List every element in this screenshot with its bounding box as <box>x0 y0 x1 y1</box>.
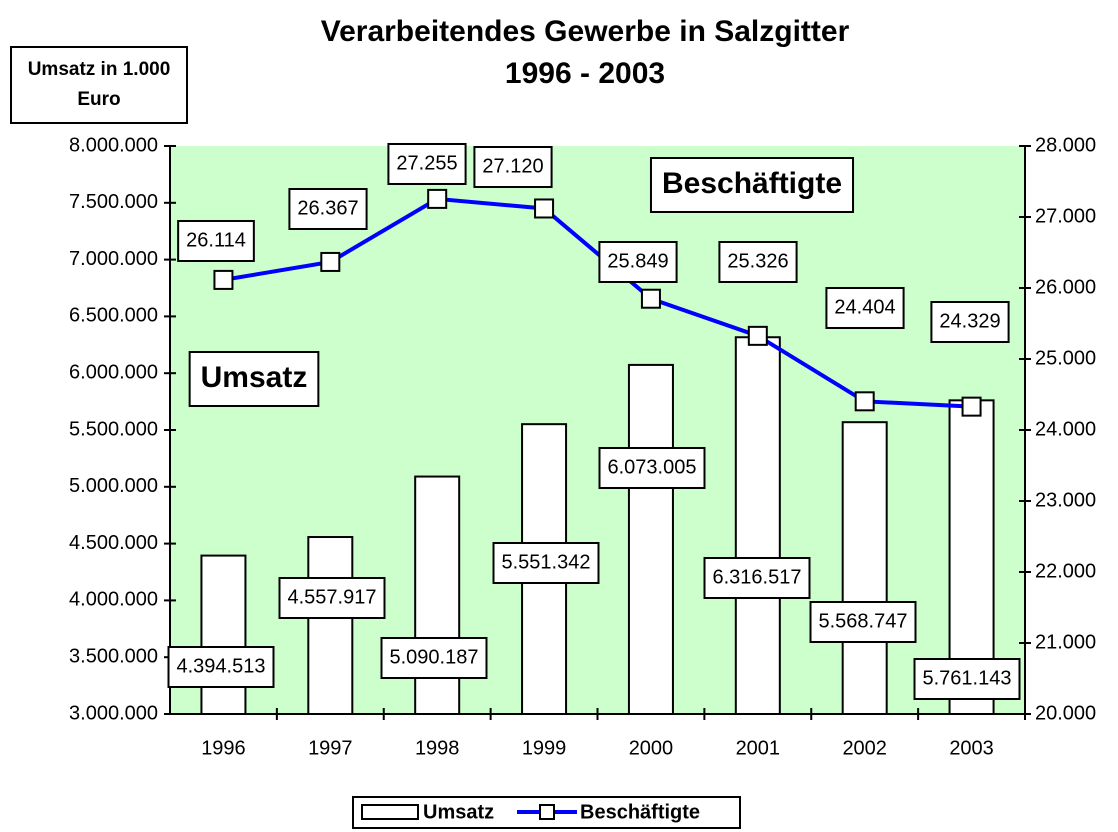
y-tick-label: 4.000.000 <box>69 589 158 611</box>
legend-swatch <box>361 804 419 820</box>
data-label: 27.120 <box>482 155 543 177</box>
bar <box>627 363 674 715</box>
data-label: 4.394.513 <box>177 655 266 677</box>
chart-subtitle: 1996 - 2003 <box>505 57 665 90</box>
data-label-box <box>825 287 905 329</box>
data-label-box <box>288 188 368 230</box>
bar <box>841 421 888 715</box>
marker <box>320 251 341 272</box>
x-tick-label: 1999 <box>522 737 567 759</box>
legend-swatch <box>539 804 555 820</box>
x-tick-label: 2001 <box>736 737 781 759</box>
y-tick-label: 8.000.000 <box>69 134 158 156</box>
data-label: 5.568.747 <box>819 610 908 632</box>
legend-label: Umsatz <box>423 801 494 823</box>
data-label: 26.114 <box>186 229 246 251</box>
x-tick-label: 2003 <box>949 737 994 759</box>
data-label: 24.329 <box>939 310 1000 332</box>
y2-tick-label: 25.000 <box>1035 347 1096 369</box>
y2-tick-label: 23.000 <box>1035 489 1096 511</box>
y2-tick-label: 22.000 <box>1035 560 1096 582</box>
data-label-box <box>598 241 678 283</box>
data-label: 27.255 <box>396 152 457 174</box>
data-label-box <box>473 146 553 188</box>
data-label-box <box>177 220 255 262</box>
chart-title: Verarbeitendes Gewerbe in Salzgitter <box>321 15 850 48</box>
y2-tick-label: 24.000 <box>1035 418 1096 440</box>
marker <box>640 288 661 309</box>
y-tick-label: 5.000.000 <box>69 475 158 497</box>
data-label-box <box>930 301 1010 343</box>
y2-tick-label: 26.000 <box>1035 276 1096 298</box>
data-label: 6.316.517 <box>713 566 802 588</box>
x-tick-label: 1997 <box>308 737 353 759</box>
y-tick-label: 3.000.000 <box>69 702 158 724</box>
y-tick-label: 3.500.000 <box>69 645 158 667</box>
marker <box>961 396 982 417</box>
y-tick-label: 7.500.000 <box>69 191 158 213</box>
annotation-box <box>649 157 855 213</box>
data-label: 6.073.005 <box>608 456 697 478</box>
data-label-box <box>278 577 386 619</box>
y2-tick-label: 28.000 <box>1035 134 1096 156</box>
y-tick-label: 6.000.000 <box>69 361 158 383</box>
y-tick-label: 5.500.000 <box>69 418 158 440</box>
data-label: 4.557.917 <box>288 586 377 608</box>
x-tick-label: 1996 <box>201 737 246 759</box>
y-axis-label: Umsatz in 1.000 Euro <box>10 46 188 124</box>
annotation-box <box>188 351 320 407</box>
data-label-box <box>492 542 600 584</box>
marker <box>427 188 448 209</box>
marker <box>534 198 555 219</box>
data-label-box <box>809 601 917 643</box>
data-label: 24.404 <box>834 296 895 318</box>
data-label-box <box>167 646 275 688</box>
data-label-box <box>703 557 811 599</box>
x-tick-label: 2000 <box>629 737 674 759</box>
y-tick-label: 7.000.000 <box>69 248 158 270</box>
data-label-box <box>387 143 467 185</box>
data-label: 5.090.187 <box>390 646 479 668</box>
data-label: 5.551.342 <box>502 551 591 573</box>
bar <box>200 554 247 715</box>
data-label-box <box>913 658 1021 700</box>
x-tick-label: 1998 <box>415 737 460 759</box>
data-label-box <box>598 447 706 489</box>
line <box>223 196 972 409</box>
data-label-box <box>380 637 488 679</box>
data-label-box <box>718 241 798 283</box>
data-label: 25.849 <box>607 250 668 272</box>
legend-label: Beschäftigte <box>580 801 700 823</box>
annotation: Umsatz <box>201 361 308 394</box>
marker <box>213 269 234 290</box>
annotation: Beschäftigte <box>662 167 842 200</box>
y-tick-label: 6.500.000 <box>69 305 158 327</box>
y-tick-label: 4.500.000 <box>69 532 158 554</box>
data-label: 5.761.143 <box>923 667 1012 689</box>
y2-tick-label: 20.000 <box>1035 702 1096 724</box>
marker <box>747 325 768 346</box>
y2-tick-label: 27.000 <box>1035 205 1096 227</box>
data-label: 25.326 <box>727 250 788 272</box>
x-tick-label: 2002 <box>842 737 887 759</box>
marker <box>854 391 875 412</box>
data-label: 26.367 <box>297 197 358 219</box>
y2-tick-label: 21.000 <box>1035 631 1096 653</box>
bar <box>307 536 354 715</box>
bar <box>734 336 781 715</box>
